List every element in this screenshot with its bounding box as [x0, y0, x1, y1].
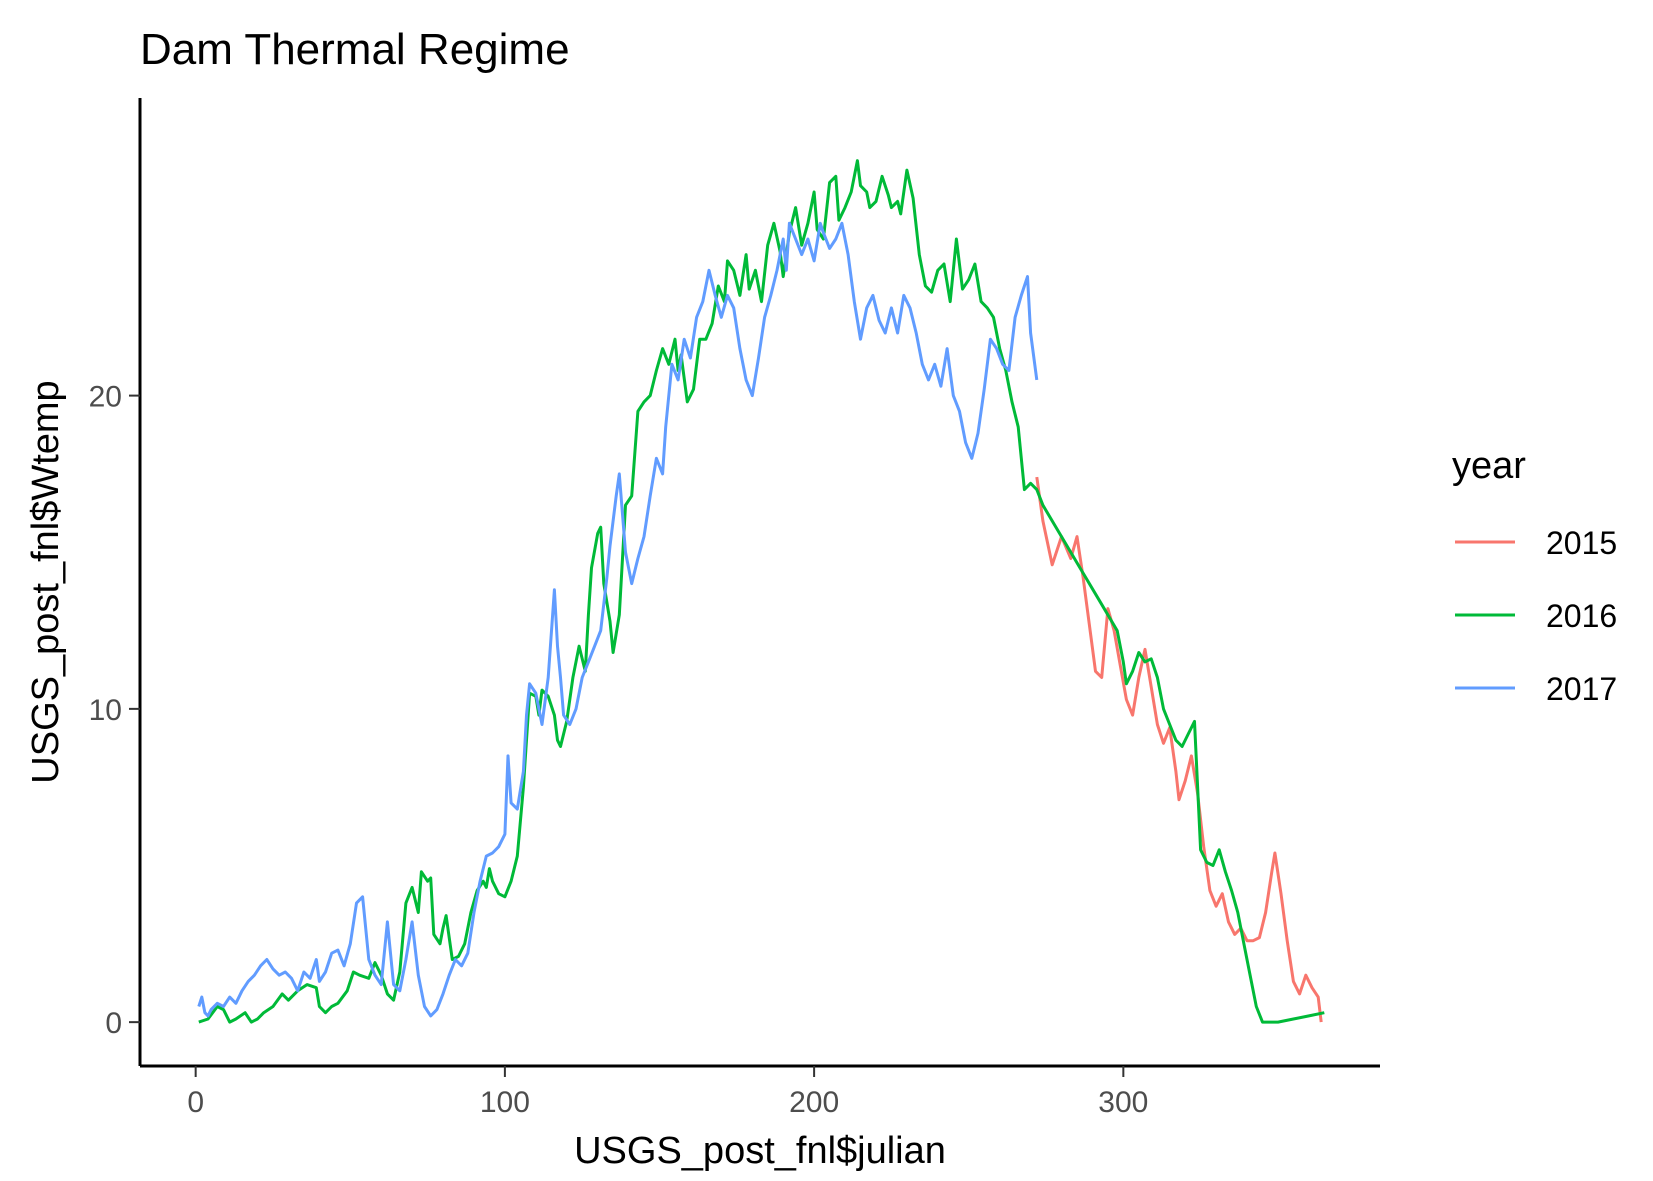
legend-item-2015: 2015	[1455, 525, 1617, 561]
x-tick-label: 200	[789, 1086, 839, 1119]
series-layer	[197, 159, 1325, 1024]
legend-label-2015: 2015	[1546, 525, 1617, 561]
chart-title: Dam Thermal Regime	[140, 25, 570, 74]
x-axis-ticks: 0 100 200 300	[187, 1066, 1148, 1119]
legend-label-2017: 2017	[1546, 671, 1617, 707]
legend-item-2017: 2017	[1455, 671, 1617, 707]
legend-label-2016: 2016	[1546, 598, 1617, 634]
y-axis-title: USGS_post_fnl$Wtemp	[25, 380, 67, 783]
x-tick-label: 300	[1098, 1086, 1148, 1119]
series-line-2015	[1035, 476, 1323, 1023]
legend: year 2015 2016 2017	[1452, 445, 1617, 707]
x-tick-label: 100	[480, 1086, 530, 1119]
legend-title: year	[1452, 445, 1526, 487]
series-line-2016	[198, 159, 1325, 1024]
legend-items: 2015 2016 2017	[1455, 525, 1617, 707]
y-axis-ticks: 0 10 20	[89, 381, 140, 1040]
legend-item-2016: 2016	[1455, 598, 1617, 634]
y-tick-label: 10	[89, 694, 122, 727]
x-axis-title: USGS_post_fnl$julian	[574, 1130, 946, 1172]
series-line-2017	[197, 221, 1039, 1018]
x-tick-label: 0	[187, 1086, 204, 1119]
y-tick-label: 20	[89, 381, 122, 414]
y-tick-label: 0	[105, 1007, 122, 1040]
plot-area: 0 100 200 300 0 10 20	[89, 98, 1380, 1119]
